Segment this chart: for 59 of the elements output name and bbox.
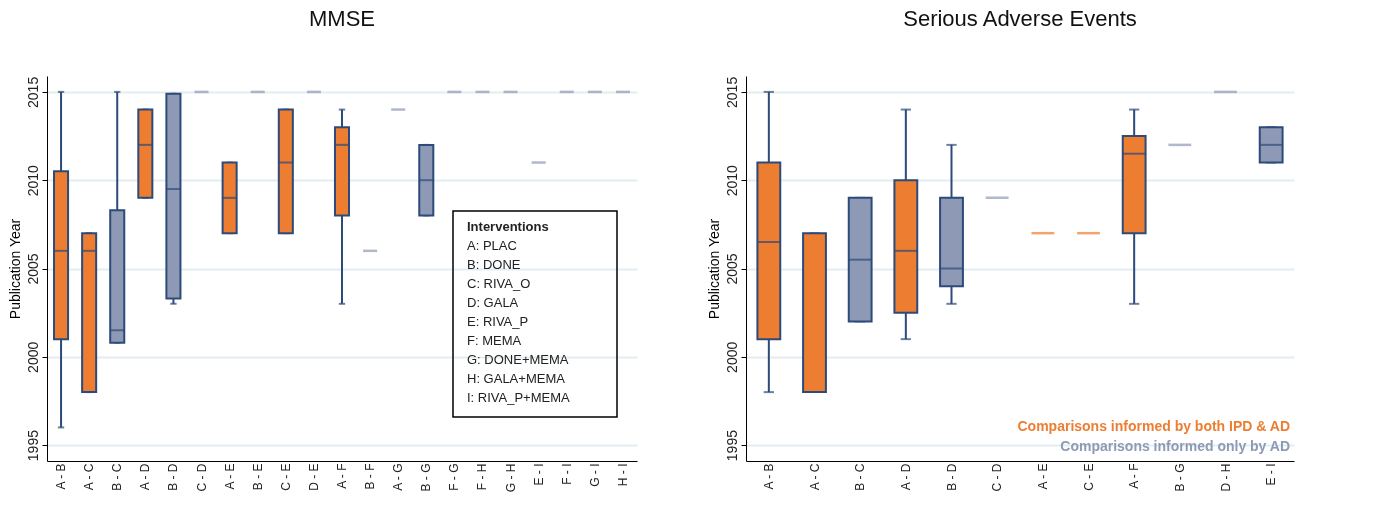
x-tick-label: B - G [1172,463,1187,492]
x-tick-label: B - D [166,463,181,491]
text: Comparisons informed by both IPD & AD [1017,418,1290,434]
x-tick-label: G - H [503,463,518,493]
annotation: H: GALA+MEMA [467,371,566,386]
chart-title: Serious Adverse Events [903,6,1137,31]
x-tick-label: B - E [250,463,265,491]
x-tick-label: A - F [335,463,349,489]
x-tick-label: F - H [475,463,490,491]
x-tick-label: H - I [615,463,630,487]
x-tick-label: C - E [278,463,293,491]
x-tick-label: A - E [1035,463,1050,490]
chart-title: MMSE [309,6,375,31]
x-tick-label: B - C [110,463,125,491]
y-tick-label: 1995 [24,429,41,462]
x-tick-label: A - D [898,463,913,491]
y-tick-label: 2005 [24,253,41,285]
x-tick-label: C - D [194,463,209,492]
x-tick-label: A - C [82,463,97,491]
x-tick-label: C - E [1081,463,1096,491]
x-tick-label: D - E [306,463,321,491]
x-tick-label: F - I [559,463,574,485]
y-tick-label: 2010 [723,164,740,197]
x-tick-label: A - B [761,463,776,490]
text: Comparisons informed only by AD [1060,438,1290,454]
y-tick-label: 2000 [24,341,41,373]
x-tick-label: A - F [1127,463,1142,489]
annotation: C: RIVA_O [467,276,531,291]
x-tick-label: B - C [853,463,868,491]
y-tick-label: 1995 [723,429,740,462]
y-axis-title: Publication Year [6,218,23,320]
annotation: F: MEMA [467,333,522,348]
y-tick-label: 2000 [723,341,740,373]
x-tick-label: A - B [54,463,69,490]
x-tick-label: B - D [944,463,959,491]
x-tick-label: A - C [807,463,822,491]
x-tick-label: B - G [419,463,434,492]
x-tick-label: E - I [531,463,546,486]
annotation: Interventions [467,219,549,234]
x-tick-label: D - H [1218,463,1233,492]
y-axis-title: Publication Year [705,218,722,320]
x-tick-label: E - I [1264,463,1279,486]
x-tick-label: A - G [391,463,406,491]
y-tick-label: 2005 [723,253,740,285]
y-tick-label: 2015 [24,76,41,108]
x-tick-label: C - D [990,463,1005,492]
annotation: I: RIVA_P+MEMA [467,390,571,405]
annotation: G: DONE+MEMA [467,352,569,367]
x-tick-label: A - D [138,463,153,491]
y-tick-label: 2010 [24,164,41,197]
x-tick-label: A - E [222,463,237,490]
x-tick-label: B - F [363,463,378,490]
x-tick-label: F - G [447,463,462,491]
annotation: E: RIVA_P [467,314,529,329]
annotation: A: PLAC [467,238,517,253]
annotation: D: GALA [467,295,519,310]
y-tick-label: 2015 [723,76,740,108]
x-tick-label: G - I [587,463,602,487]
annotation: B: DONE [467,257,521,272]
